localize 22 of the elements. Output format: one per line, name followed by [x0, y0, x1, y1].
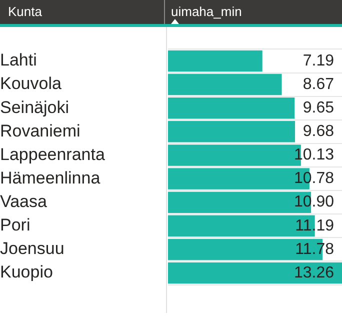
data-label: 9.65: [302, 100, 334, 117]
data-label: 9.68: [302, 123, 334, 140]
y-tick-label: Joensuu: [0, 239, 64, 258]
y-tick-label: Pori: [0, 216, 30, 235]
y-tick-label: Lahti: [0, 50, 37, 70]
bar: [168, 262, 342, 284]
y-tick-label: Rovaniemi: [0, 121, 80, 140]
y-tick-label: Kuopio: [0, 262, 53, 282]
bar: [168, 50, 262, 72]
bar: [168, 74, 282, 96]
data-label: 13.26: [294, 264, 334, 282]
y-tick-label: Hämeenlinna: [0, 168, 101, 188]
bar: [168, 121, 296, 142]
y-tick-label: Seinäjoki: [0, 98, 69, 117]
bar: [168, 97, 295, 119]
data-label: 7.19: [302, 52, 334, 70]
y-tick-label: Vaasa: [0, 192, 48, 212]
data-label: 8.67: [302, 76, 334, 93]
y-tick-label: Lappeenranta: [0, 144, 106, 164]
x-axis-title: uimaha_min: [171, 4, 242, 19]
y-axis-title: Kunta: [0, 0, 165, 24]
y-tick-label: Kouvola: [0, 74, 62, 94]
